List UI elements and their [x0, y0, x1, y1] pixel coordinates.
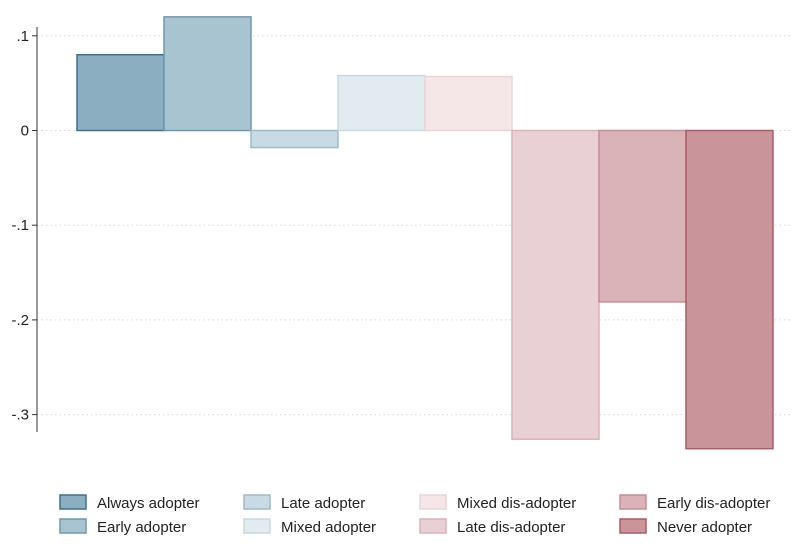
- legend-label: Mixed dis-adopter: [457, 495, 576, 512]
- legend-item: Mixed adopter: [243, 518, 376, 536]
- bar-early-adopter: [163, 16, 252, 132]
- legend-swatch: [59, 494, 87, 510]
- y-tick-label: 0: [21, 123, 29, 140]
- legend-item: Early dis-adopter: [619, 494, 770, 512]
- bar-always-adopter: [76, 53, 165, 132]
- legend-item: Early adopter: [59, 518, 186, 536]
- legend-label: Early adopter: [97, 519, 186, 536]
- bar-mixed-dis-adopter: [424, 75, 513, 132]
- legend-label: Late adopter: [281, 495, 365, 512]
- legend-item: Mixed dis-adopter: [419, 494, 576, 512]
- legend-swatch: [419, 518, 447, 534]
- y-tick-label: -.3: [11, 407, 29, 424]
- legend-swatch: [243, 518, 271, 534]
- bar-never-adopter: [685, 129, 774, 450]
- legend-swatch: [619, 518, 647, 534]
- legend-swatch: [243, 494, 271, 510]
- legend-label: Early dis-adopter: [657, 495, 770, 512]
- legend-label: Never adopter: [657, 519, 752, 536]
- bars: [76, 16, 774, 450]
- legend-label: Always adopter: [97, 495, 200, 512]
- legend: Always adopter Early adopter Late adopter M…: [59, 494, 770, 536]
- y-axis: .1 0 -.1 -.2 -.3: [11, 28, 37, 424]
- bar-early-dis-adopter: [598, 129, 687, 303]
- legend-item: Never adopter: [619, 518, 752, 536]
- y-tick-label: -.1: [11, 217, 29, 234]
- legend-label: Mixed adopter: [281, 519, 376, 536]
- y-tick-label: .1: [16, 28, 29, 45]
- legend-label: Late dis-adopter: [457, 519, 565, 536]
- legend-swatch: [419, 494, 447, 510]
- y-tick-label: -.2: [11, 312, 29, 329]
- legend-item: Late dis-adopter: [419, 518, 565, 536]
- legend-swatch: [619, 494, 647, 510]
- legend-item: Always adopter: [59, 494, 200, 512]
- legend-item: Late adopter: [243, 494, 365, 512]
- bar-late-dis-adopter: [511, 129, 600, 440]
- legend-swatch: [59, 518, 87, 534]
- bar-late-adopter: [250, 129, 339, 149]
- bar-mixed-adopter: [337, 74, 426, 132]
